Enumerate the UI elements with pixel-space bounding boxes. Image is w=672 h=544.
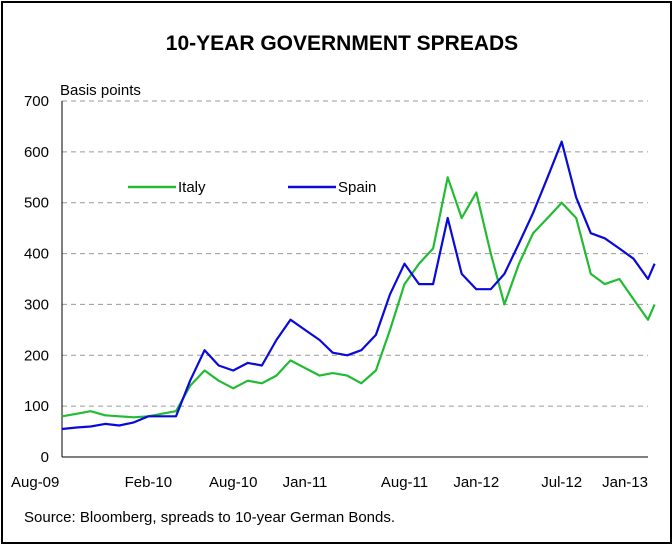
y-tick-labels: 0 100 200 300 400 500 600 700 (24, 93, 49, 466)
gridlines (61, 100, 648, 458)
source-note: Source: Bloomberg, spreads to 10-year Ge… (24, 509, 395, 526)
y-tick-label: 600 (24, 144, 49, 161)
x-tick-label: Jan-12 (453, 474, 499, 491)
x-tick-label: Feb-10 (125, 474, 173, 491)
y-tick-label: 500 (24, 195, 49, 212)
legend-label-spain: Spain (338, 179, 376, 196)
x-tick-label: Aug-09 (11, 474, 59, 491)
x-tick-label: Jan-13 (602, 474, 648, 491)
chart-title: 10-YEAR GOVERNMENT SPREADS (166, 32, 518, 55)
series-lines (61, 140, 656, 431)
legend-label-italy: Italy (178, 179, 206, 196)
y-tick-label: 700 (24, 93, 49, 110)
x-tick-label: Aug-10 (209, 474, 257, 491)
x-tick-label: Jul-12 (541, 474, 582, 491)
x-tick-label: Aug-11 (381, 474, 428, 491)
y-tick-label: 100 (24, 398, 49, 415)
y-tick-label: 400 (24, 246, 49, 263)
x-tick-label: Jan-11 (283, 474, 328, 491)
y-tick-label: 300 (24, 296, 49, 313)
legend: Italy Spain (128, 179, 376, 196)
x-tick-labels: Aug-09 Feb-10 Aug-10 Jan-11 Aug-11 Jan-12 Jul-… (11, 474, 648, 491)
y-tick-label: 0 (41, 449, 49, 466)
y-axis-label: Basis points (60, 82, 141, 99)
series-line-spain (61, 140, 656, 431)
series-line-italy (61, 176, 656, 419)
y-tick-label: 200 (24, 347, 49, 364)
